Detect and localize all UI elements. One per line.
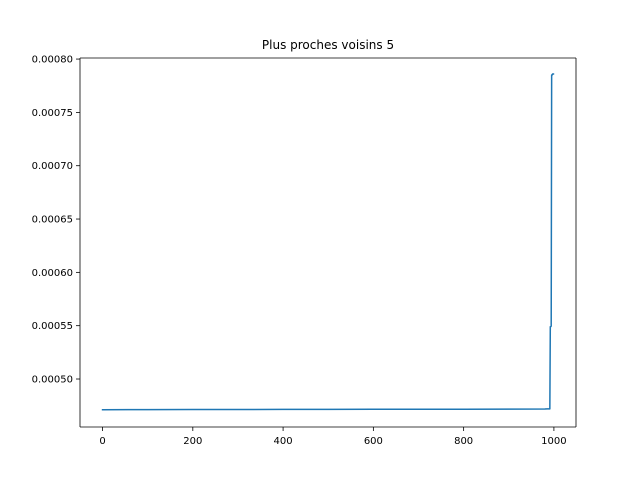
y-tick-label: 0.00065: [32, 215, 73, 226]
x-tick-label: 0: [99, 436, 105, 447]
chart-title: Plus proches voisins 5: [262, 38, 394, 52]
axes-layer: 0 200 400 600 800 1000 0.00050 0.00055 0.00060 0.…: [32, 55, 577, 447]
y-tick-label: 0.00075: [32, 108, 73, 119]
x-tick-label: 400: [274, 436, 293, 447]
y-tick-label: 0.00055: [32, 321, 73, 332]
series-line-0: [101, 73, 555, 411]
x-tick-label: 800: [454, 436, 473, 447]
x-tick-label: 200: [183, 436, 202, 447]
y-tick-label: 0.00060: [32, 268, 73, 279]
y-tick-label: 0.00080: [32, 55, 73, 66]
y-tick-label: 0.00050: [32, 375, 73, 386]
y-tick-label: 0.00070: [32, 161, 73, 172]
x-tick-label: 600: [364, 436, 383, 447]
series-layer: [101, 73, 555, 411]
x-tick-label: 1000: [541, 436, 566, 447]
